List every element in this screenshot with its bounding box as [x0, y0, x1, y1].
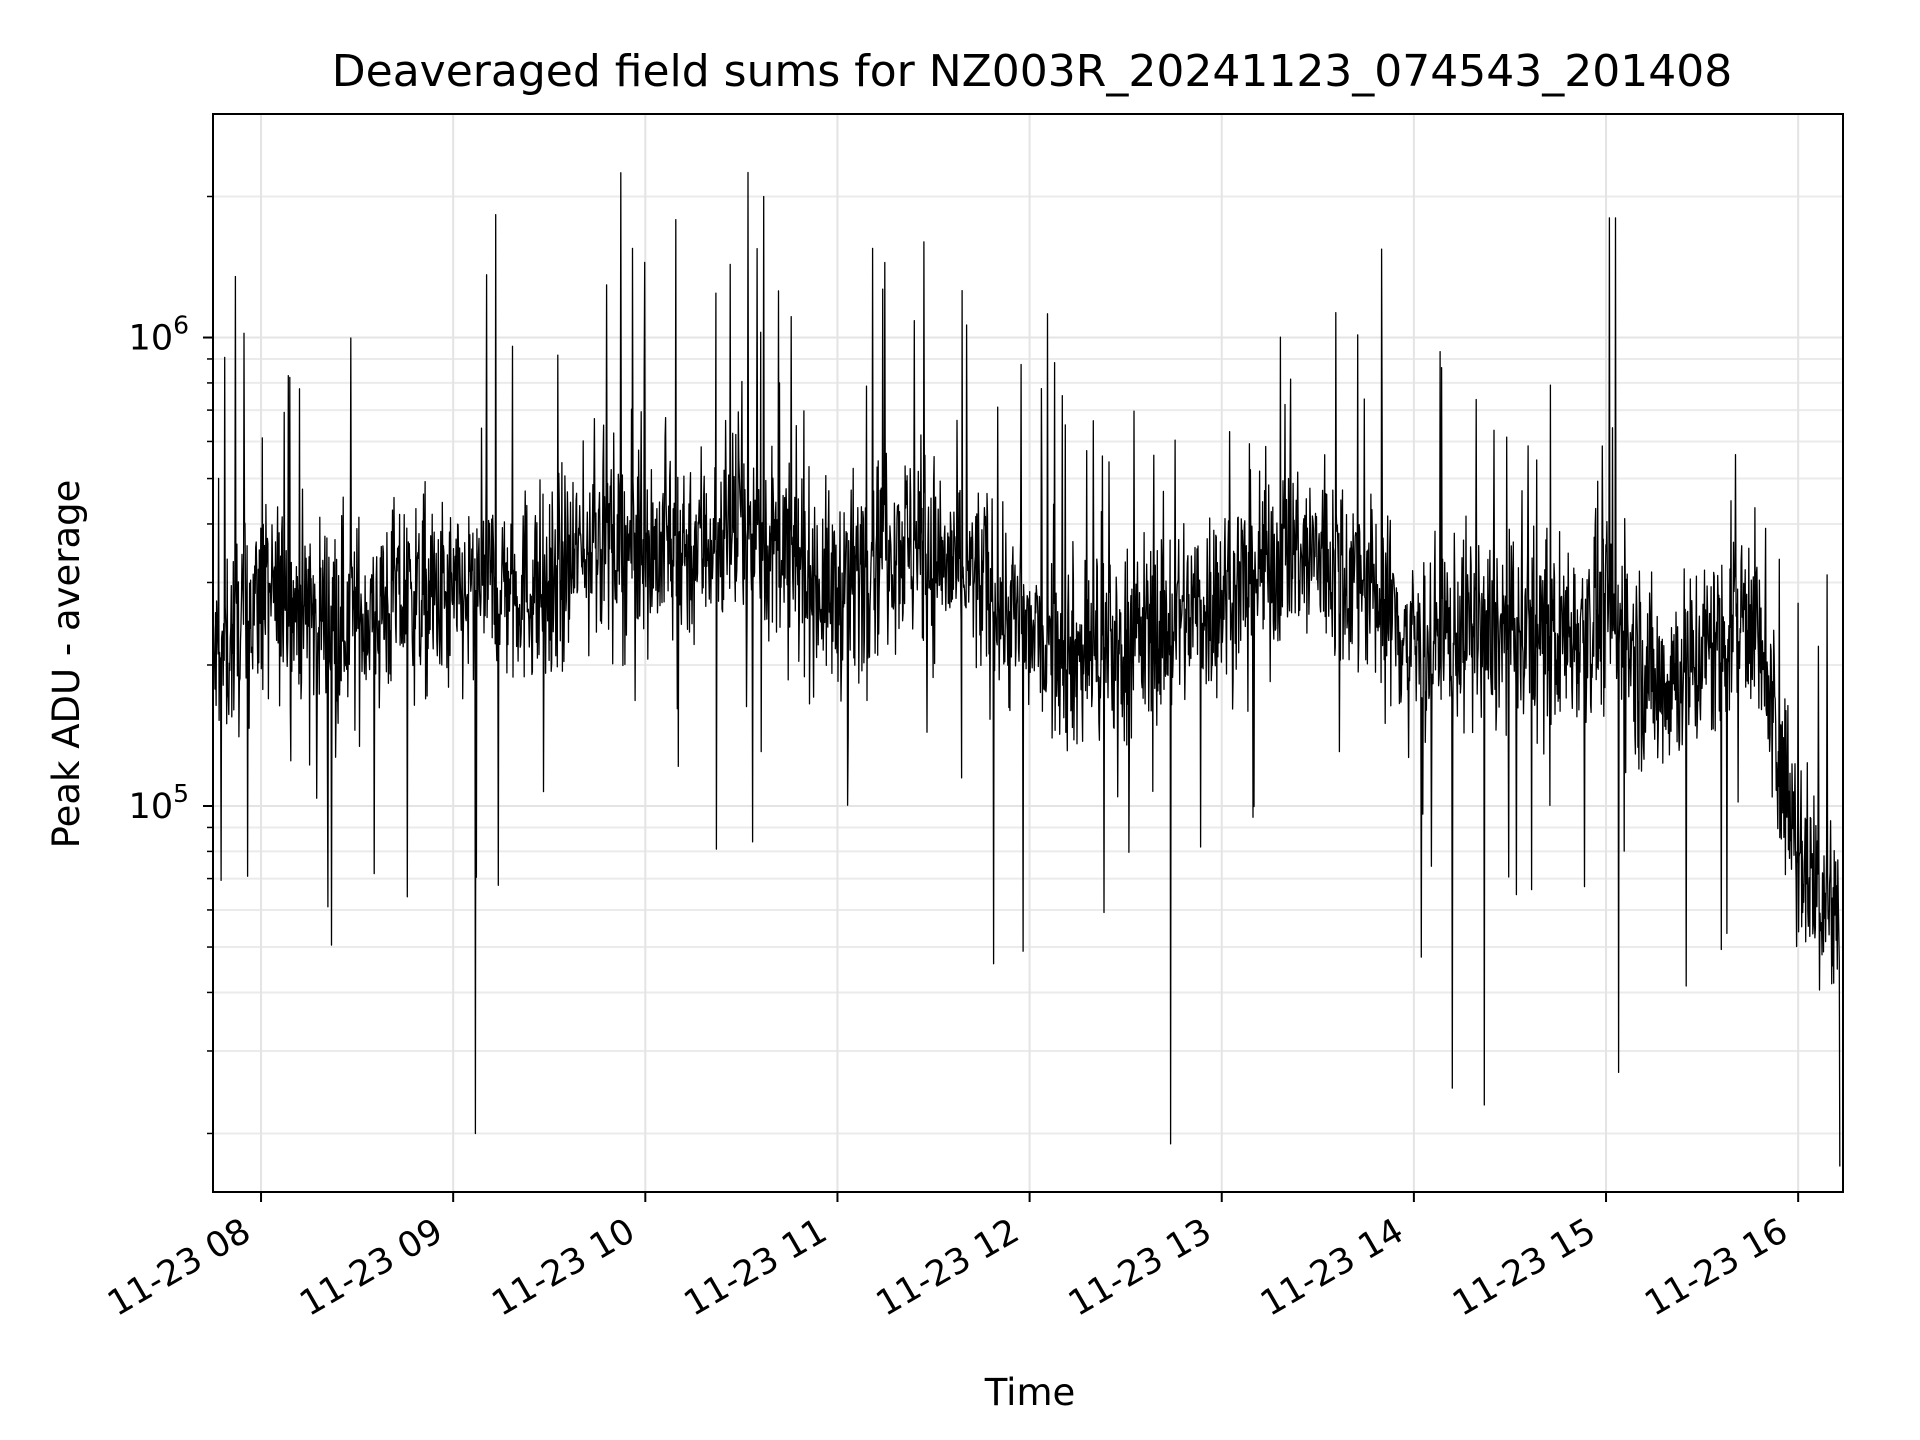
plot-frame [212, 113, 1844, 1193]
y-tick-label: 105 [129, 779, 189, 827]
series-line [212, 171, 1841, 1167]
y-tick-label: 106 [129, 311, 189, 359]
x-axis-label: Time [984, 1371, 1076, 1414]
chart-title: Deaveraged field sums for NZ003R_2024112… [332, 46, 1732, 97]
y-axis-label: Peak ADU - average [45, 480, 88, 849]
series-path [212, 171, 1841, 1167]
